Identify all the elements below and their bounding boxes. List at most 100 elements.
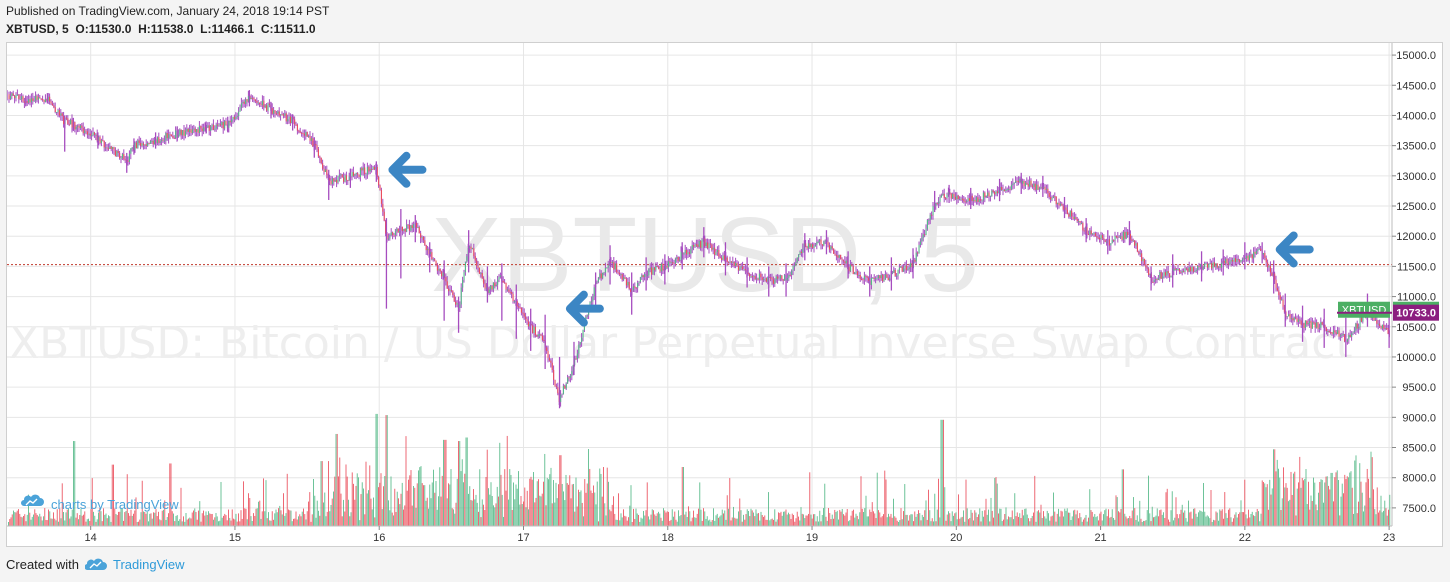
candle-body: [338, 174, 340, 177]
volume-bar: [229, 517, 231, 526]
volume-bar: [1033, 512, 1034, 526]
candle-body: [821, 244, 823, 246]
volume-bar: [1290, 471, 1292, 526]
tradingview-brand-link[interactable]: TradingView: [112, 557, 185, 572]
volume-bar: [574, 511, 576, 526]
volume-bars: [8, 413, 1391, 526]
candle-body: [1386, 328, 1388, 330]
candle-body: [567, 377, 569, 384]
volume-bar: [305, 519, 307, 526]
candle-body: [863, 275, 865, 280]
candle-body: [168, 134, 170, 139]
candle-body: [1051, 198, 1053, 200]
volume-bar: [659, 513, 661, 526]
y-tick-label: 12500.0: [1396, 201, 1436, 213]
volume-bar: [120, 508, 122, 526]
volume-bar: [1004, 514, 1006, 526]
candle-body: [1213, 262, 1215, 267]
volume-bar: [221, 517, 223, 526]
volume-bar: [201, 513, 203, 526]
candle-body: [624, 277, 626, 279]
volume-bar: [653, 510, 654, 526]
volume-bar: [1029, 521, 1031, 526]
candle-body: [505, 282, 507, 290]
candle-body: [1100, 234, 1102, 240]
volume-bar: [880, 517, 882, 526]
volume-bar: [1125, 516, 1127, 526]
volume-bar: [799, 520, 801, 526]
volume-bar: [183, 516, 184, 526]
candle-body: [1050, 197, 1052, 200]
candle-body: [1381, 324, 1383, 329]
candle-body: [611, 261, 613, 263]
candle-body: [644, 274, 646, 278]
candle-body: [1362, 316, 1364, 322]
volume-bar: [1103, 514, 1104, 526]
candle-body: [417, 227, 419, 229]
candle-body: [1237, 259, 1239, 261]
volume-bar: [1333, 501, 1334, 526]
volume-bar: [1038, 510, 1039, 526]
candle-body: [39, 97, 41, 99]
volume-bar: [960, 517, 962, 526]
volume-bar: [1308, 481, 1309, 526]
candle-body: [875, 278, 877, 280]
volume-bar: [119, 511, 121, 526]
volume-bar: [148, 521, 149, 526]
volume-bar: [331, 498, 333, 526]
volume-bar: [751, 510, 753, 526]
candle-body: [1198, 266, 1200, 268]
volume-bar: [126, 474, 128, 526]
volume-bar: [495, 503, 497, 526]
candle-body: [911, 263, 913, 268]
candle-body: [214, 128, 216, 130]
volume-bar: [978, 514, 979, 526]
volume-bar: [356, 473, 358, 526]
volume-bar: [1158, 516, 1159, 526]
volume-bar: [624, 515, 626, 526]
candle-body: [1248, 254, 1250, 261]
candle-body: [807, 243, 809, 249]
volume-bar: [636, 513, 638, 526]
price-chart[interactable]: XBTUSD, 5 XBTUSD: Bitcoin / US Dollar Pe…: [7, 43, 1442, 546]
candle-body: [1334, 330, 1336, 333]
y-tick-label: 14500.0: [1396, 80, 1436, 92]
candle-body: [229, 120, 231, 123]
symbol-ohlc-line: XBTUSD, 5 O:11530.0 H:11538.0 L:11466.1 …: [6, 22, 316, 36]
candle-body: [387, 238, 389, 240]
candle-body: [938, 201, 940, 204]
volume-bar: [869, 509, 871, 526]
volume-bar: [125, 510, 127, 526]
tradingview-watermark[interactable]: charts by TradingView: [21, 494, 179, 512]
volume-bar: [944, 487, 946, 526]
volume-bar: [41, 520, 43, 526]
candle-body: [1339, 335, 1341, 337]
volume-bar: [668, 511, 669, 526]
candle-body: [891, 272, 893, 274]
volume-bar: [1171, 491, 1173, 526]
candle-body: [102, 140, 104, 142]
candle-body: [673, 262, 675, 264]
volume-bar: [1134, 508, 1136, 526]
volume-bar: [948, 511, 949, 526]
candle-body: [225, 120, 227, 125]
candle-body: [1082, 222, 1084, 231]
candle-body: [1215, 263, 1217, 267]
volume-bar: [370, 498, 372, 526]
volume-bar: [1188, 500, 1189, 526]
volume-bar: [1139, 500, 1141, 526]
volume-bar: [163, 509, 164, 526]
candle-body: [723, 255, 725, 260]
volume-bar: [185, 513, 187, 526]
volume-bar: [893, 498, 894, 526]
chart-frame[interactable]: XBTUSD, 5 XBTUSD: Bitcoin / US Dollar Pe…: [6, 42, 1443, 547]
candle-body: [1134, 240, 1136, 246]
volume-bar: [1225, 513, 1227, 526]
volume-bar: [629, 505, 631, 526]
volume-bar: [665, 512, 667, 526]
candle-body: [84, 130, 86, 134]
volume-bar: [235, 513, 237, 526]
y-tick-label: 8000.0: [1402, 473, 1436, 485]
volume-bar: [650, 514, 652, 526]
candle-body: [180, 129, 182, 136]
